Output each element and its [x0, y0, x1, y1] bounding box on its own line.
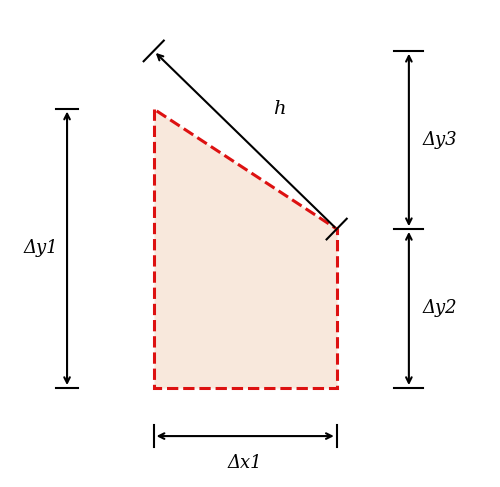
Text: Δx1: Δx1 — [228, 453, 262, 471]
Text: h: h — [272, 100, 285, 118]
Text: Δy1: Δy1 — [24, 239, 58, 257]
Polygon shape — [154, 109, 336, 388]
Text: Δy2: Δy2 — [423, 300, 458, 318]
Text: Δy3: Δy3 — [423, 131, 458, 149]
